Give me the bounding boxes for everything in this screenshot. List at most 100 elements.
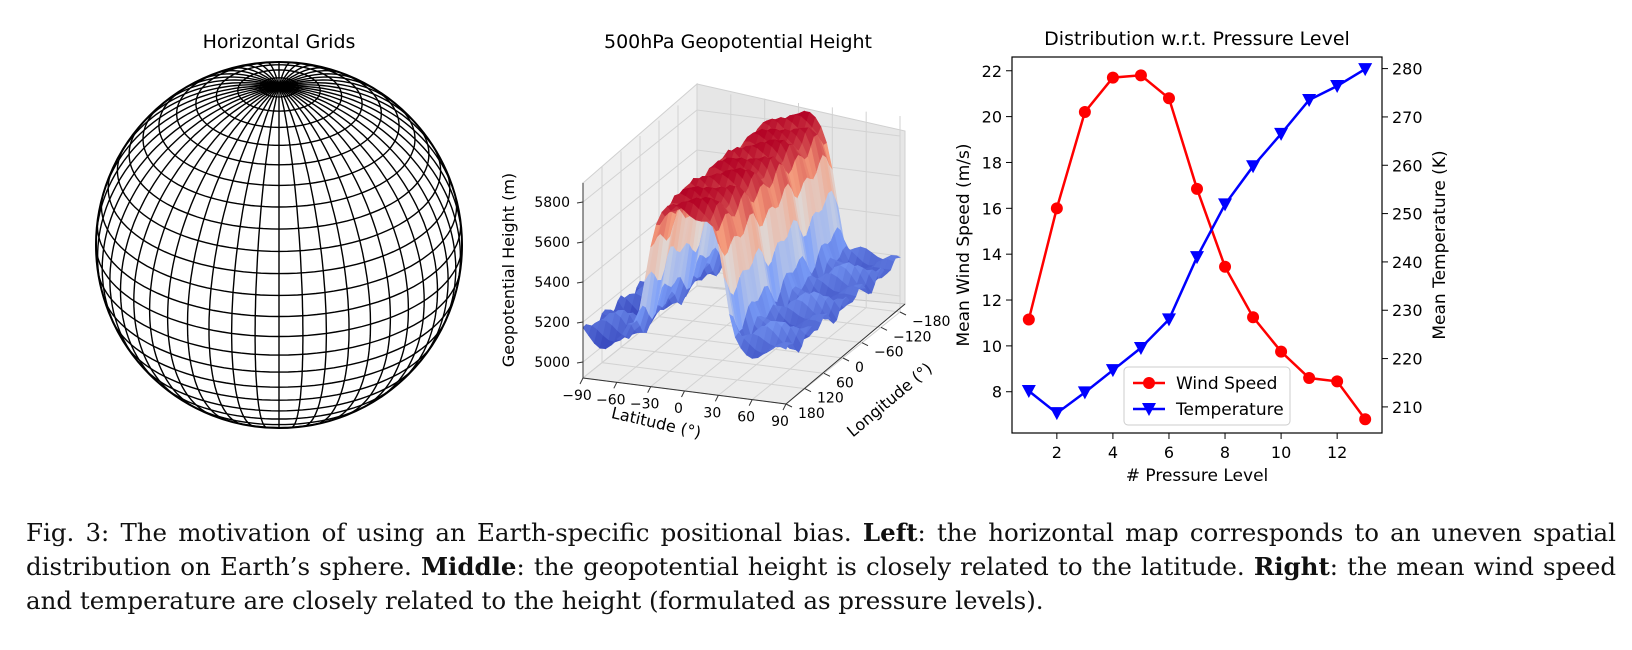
z-tick-label: 5600 bbox=[534, 235, 570, 251]
wind-speed-point bbox=[1134, 69, 1147, 82]
parallel-line bbox=[142, 104, 416, 208]
meridian-line bbox=[278, 85, 439, 383]
x-tick-label: 6 bbox=[1164, 443, 1174, 462]
globe-title: Horizontal Grids bbox=[203, 31, 356, 53]
y2-tick-label: 260 bbox=[1392, 156, 1423, 175]
z-tick-mark bbox=[576, 281, 584, 284]
wind-speed-point bbox=[1162, 92, 1175, 105]
latitude-tick-mark bbox=[647, 386, 652, 393]
parallel-line bbox=[95, 244, 463, 338]
y-tick-label: 18 bbox=[982, 153, 1002, 172]
x-tick-label: 12 bbox=[1327, 443, 1347, 462]
x-tick-label: 2 bbox=[1052, 443, 1062, 462]
wind-speed-point bbox=[1022, 313, 1035, 326]
x-tick-label: 4 bbox=[1108, 443, 1118, 462]
latitude-tick-label: 0 bbox=[674, 401, 683, 417]
surface-cell bbox=[779, 341, 790, 350]
caption-left-text: : the horizontal map corresponds to an u… bbox=[26, 518, 1616, 581]
right-y-axis-ticks: 210 220 230 240 250 260 270 280 bbox=[1382, 60, 1423, 417]
legend-temperature-label: Temperature bbox=[1175, 400, 1284, 420]
parallel-line bbox=[215, 64, 343, 129]
z-tick-mark bbox=[576, 361, 584, 364]
z-axis-ticks: 5000 5200 5400 5600 5800 bbox=[534, 195, 584, 371]
x-tick-label: 8 bbox=[1220, 443, 1230, 462]
meridian-line bbox=[278, 85, 457, 332]
meridian-line bbox=[186, 85, 280, 422]
meridian-line bbox=[102, 85, 280, 196]
z-tick-label: 5400 bbox=[534, 275, 570, 291]
parallel-line bbox=[113, 323, 445, 388]
plot-frame bbox=[1011, 56, 1383, 434]
parallel-line bbox=[237, 69, 321, 112]
wind-speed-point bbox=[1106, 71, 1119, 84]
longitude-tick-label: −120 bbox=[893, 329, 931, 345]
y2-tick-label: 230 bbox=[1392, 301, 1423, 320]
wind-speed-point bbox=[1303, 371, 1316, 384]
longitude-tick-label: 0 bbox=[855, 360, 864, 376]
y-tick-label: 16 bbox=[982, 199, 1002, 218]
temperature-point bbox=[1105, 364, 1120, 378]
parallel-line bbox=[164, 387, 394, 420]
series-group bbox=[1021, 63, 1373, 426]
longitude-tick-mark bbox=[823, 372, 831, 377]
caption-right-label: Right bbox=[1253, 552, 1330, 581]
latitude-tick-label: −60 bbox=[596, 392, 626, 408]
y-tick-label: 8 bbox=[992, 383, 1002, 402]
temperature-point bbox=[1049, 407, 1064, 421]
right-y-axis-label: Mean Temperature (K) bbox=[1430, 150, 1450, 339]
latitude-tick-label: −90 bbox=[562, 388, 592, 404]
wind-speed-point bbox=[1078, 106, 1091, 119]
latitude-tick-label: 90 bbox=[771, 414, 789, 430]
parallel-line bbox=[97, 273, 461, 356]
longitude-tick-mark bbox=[785, 403, 793, 408]
caption-prefix: Fig. 3: The motivation of using an Earth… bbox=[26, 518, 852, 547]
meridian-line bbox=[208, 86, 280, 425]
legend-wind-marker bbox=[1143, 377, 1155, 389]
longitude-tick-label: −60 bbox=[874, 345, 904, 361]
caption-middle-text: : the geopotential height is closely rel… bbox=[516, 552, 1245, 581]
temperature-point bbox=[1330, 79, 1345, 93]
z-tick-label: 5800 bbox=[534, 195, 570, 211]
legend: Wind Speed Temperature bbox=[1123, 366, 1291, 426]
z-tick-label: 5200 bbox=[534, 315, 570, 331]
globe-outline bbox=[95, 61, 463, 429]
temperature-point bbox=[1021, 384, 1036, 398]
meridian-line bbox=[278, 86, 304, 429]
y-tick-label: 10 bbox=[982, 337, 1002, 356]
meridian-line bbox=[119, 84, 280, 155]
latitude-tick-mark bbox=[681, 390, 685, 398]
wind-speed-point bbox=[1191, 182, 1203, 195]
caption-left-label: Left bbox=[862, 518, 918, 547]
globe-grid bbox=[95, 61, 463, 429]
x-axis-label: # Pressure Level bbox=[1126, 466, 1269, 486]
y2-tick-label: 280 bbox=[1392, 60, 1423, 79]
meridian-line bbox=[278, 85, 456, 196]
meridian-line bbox=[278, 85, 449, 360]
temperature-point bbox=[1161, 313, 1176, 327]
y2-tick-label: 240 bbox=[1392, 253, 1423, 272]
meridian-line bbox=[254, 86, 280, 429]
latitude-axis-ticks: −90 −60 −30 0 30 60 90 bbox=[562, 377, 789, 430]
temperature-point bbox=[1302, 94, 1317, 108]
caption-right-text: : the mean wind speed and temperature ar… bbox=[26, 552, 1616, 615]
z-tick-mark bbox=[576, 241, 584, 244]
meridian-line bbox=[278, 86, 328, 427]
parallel-line bbox=[175, 70, 383, 166]
temperature-point bbox=[1133, 341, 1148, 355]
temperature-line bbox=[1028, 68, 1366, 415]
figure-caption: Fig. 3: The motivation of using an Earth… bbox=[26, 516, 1616, 618]
surface-mesh bbox=[582, 110, 901, 359]
meridian-line bbox=[278, 85, 410, 409]
longitude-tick-mark bbox=[842, 357, 850, 362]
line-chart-panel: Distribution w.r.t. Pressure Level 2 4 6 8 1… bbox=[954, 28, 1450, 486]
longitude-tick-mark bbox=[804, 388, 812, 393]
meridian-line bbox=[278, 85, 392, 417]
longitude-tick-label: 180 bbox=[798, 406, 825, 422]
meridian-line bbox=[278, 85, 372, 422]
parallel-line bbox=[259, 77, 299, 98]
meridian-line bbox=[278, 85, 425, 399]
parallel-line bbox=[96, 220, 462, 318]
y2-tick-label: 250 bbox=[1392, 205, 1423, 224]
surface-panel: 500hPa Geopotential Height 5000520054005… bbox=[499, 31, 950, 442]
